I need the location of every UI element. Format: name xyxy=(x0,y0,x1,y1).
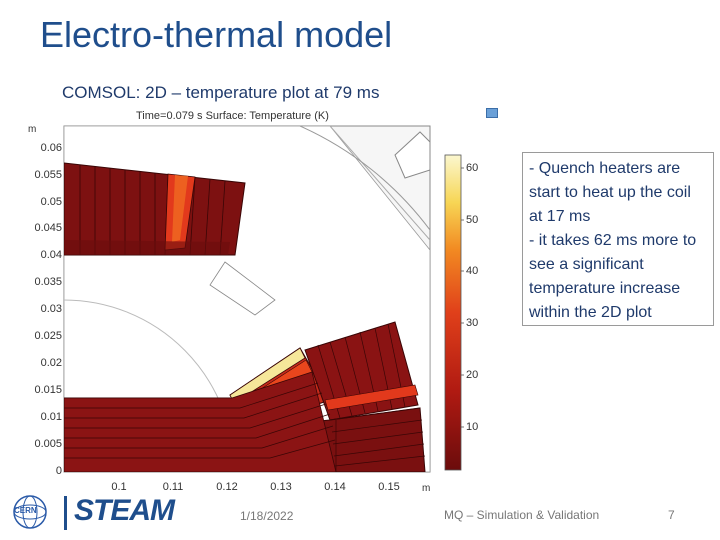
y-tick: 0.045 xyxy=(34,222,62,234)
colorbar-tick: 30 xyxy=(466,317,479,329)
y-tick: 0.035 xyxy=(34,276,62,288)
x-tick: 0.11 xyxy=(162,481,184,493)
y-tick: 0.055 xyxy=(34,169,62,181)
colorbar-tick: 20 xyxy=(466,369,479,381)
x-tick: 0.14 xyxy=(324,481,346,493)
page-number: 7 xyxy=(668,508,675,522)
footer-date: 1/18/2022 xyxy=(240,509,294,523)
note-line: - Quench heaters are start to heat up th… xyxy=(529,160,691,225)
y-tick: 0.06 xyxy=(40,142,62,154)
x-tick: 0.15 xyxy=(378,481,400,493)
footer-title: MQ – Simulation & Validation xyxy=(444,508,600,522)
x-axis-unit: m xyxy=(422,483,431,494)
y-tick: 0.04 xyxy=(40,249,62,261)
colorbar-tick: 10 xyxy=(466,421,479,433)
y-tick: 0.02 xyxy=(40,357,62,369)
colorbar-tick: 40 xyxy=(466,265,479,277)
y-tick: 0.005 xyxy=(34,438,62,450)
steam-logo-bar xyxy=(64,496,67,530)
plot-toolbar-icon[interactable] xyxy=(486,108,498,118)
y-tick: 0.025 xyxy=(34,330,62,342)
coil-block-upper xyxy=(64,162,246,256)
y-tick: 0.01 xyxy=(40,411,62,423)
colorbar xyxy=(444,154,462,471)
cern-logo-text: CERN xyxy=(14,506,37,515)
y-tick: 0.015 xyxy=(34,384,62,396)
steam-logo: STEAM xyxy=(74,494,175,527)
colorbar-tick: 50 xyxy=(466,214,479,226)
y-axis-unit: m xyxy=(28,124,37,135)
y-tick: 0.05 xyxy=(40,196,62,208)
coil-block-bottom xyxy=(64,371,426,472)
note-line: - it takes 62 ms more to see a significa… xyxy=(529,232,697,321)
x-tick: 0.1 xyxy=(111,481,127,493)
note-box: - Quench heaters are start to heat up th… xyxy=(522,152,714,326)
coil-block-lower-right xyxy=(304,321,419,421)
slide-title: Electro-thermal model xyxy=(40,14,393,55)
cern-logo xyxy=(13,495,47,529)
slide-subtitle: COMSOL: 2D – temperature plot at 79 ms xyxy=(62,83,380,102)
x-tick: 0.12 xyxy=(216,481,238,493)
y-tick: 0 xyxy=(55,465,62,477)
yoke-hole xyxy=(394,131,430,179)
y-tick: 0.03 xyxy=(40,303,62,315)
x-tick: 0.13 xyxy=(270,481,292,493)
colorbar-tick: 60 xyxy=(466,162,479,174)
plot-header: Time=0.079 s Surface: Temperature (K) xyxy=(136,110,329,122)
